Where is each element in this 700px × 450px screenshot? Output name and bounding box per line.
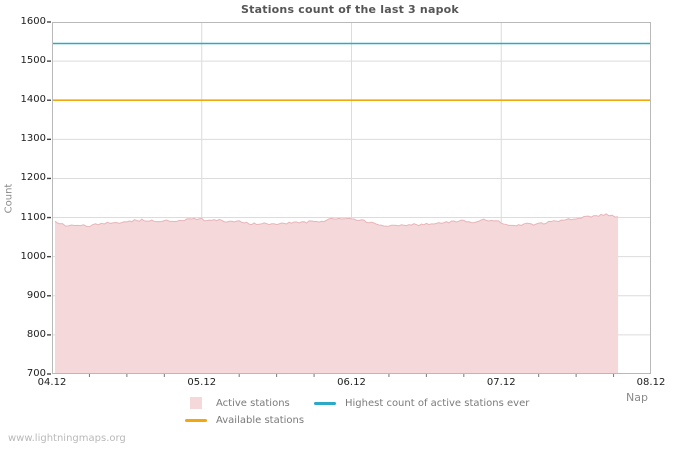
highest-count-swatch (314, 401, 336, 405)
legend-item-available-stations: Available stations (184, 413, 304, 427)
plot-border (52, 22, 651, 374)
available-stations-swatch (185, 418, 207, 422)
legend-label-highest-count: Highest count of active stations ever (345, 397, 530, 409)
y-tick-label: 1100 (20, 211, 46, 223)
y-tick-label: 1300 (20, 133, 46, 145)
legend-label-active-stations: Active stations (216, 397, 290, 409)
y-axis-title: Count (3, 183, 15, 214)
watermark: www.lightningmaps.org (8, 433, 126, 444)
y-tick-label: 1000 (20, 250, 46, 262)
legend-item-active-stations: Active stations (184, 396, 290, 410)
x-axis-title: Nap (626, 391, 648, 404)
x-tick-label: 04.12 (37, 377, 67, 388)
legend-swatch-slot (313, 401, 337, 405)
active-stations-swatch (190, 397, 202, 409)
legend-label-available-stations: Available stations (216, 414, 305, 426)
legend-item-highest-count: Highest count of active stations ever (313, 396, 529, 410)
y-tick-label: 1400 (20, 94, 46, 106)
x-tick-label: 08.12 (636, 377, 666, 388)
x-tick-label: 07.12 (486, 377, 516, 388)
y-tick-label: 1200 (20, 172, 46, 184)
y-tick-label: 700 (26, 368, 46, 379)
y-tick-label: 900 (26, 289, 46, 301)
y-tick-label: 1600 (20, 16, 46, 27)
active-stations-area (55, 213, 619, 374)
x-tick-label: 05.12 (187, 377, 217, 388)
chart-title: Stations count of the last 3 napok (241, 3, 459, 16)
active-stations-edge (54, 213, 619, 228)
y-tick-label: 800 (26, 328, 46, 340)
plot-area (47, 21, 651, 377)
legend-swatch-slot (184, 397, 208, 409)
x-tick-label: 06.12 (337, 377, 366, 388)
y-tick-label: 1500 (20, 55, 46, 67)
legend-swatch-slot (184, 418, 208, 422)
